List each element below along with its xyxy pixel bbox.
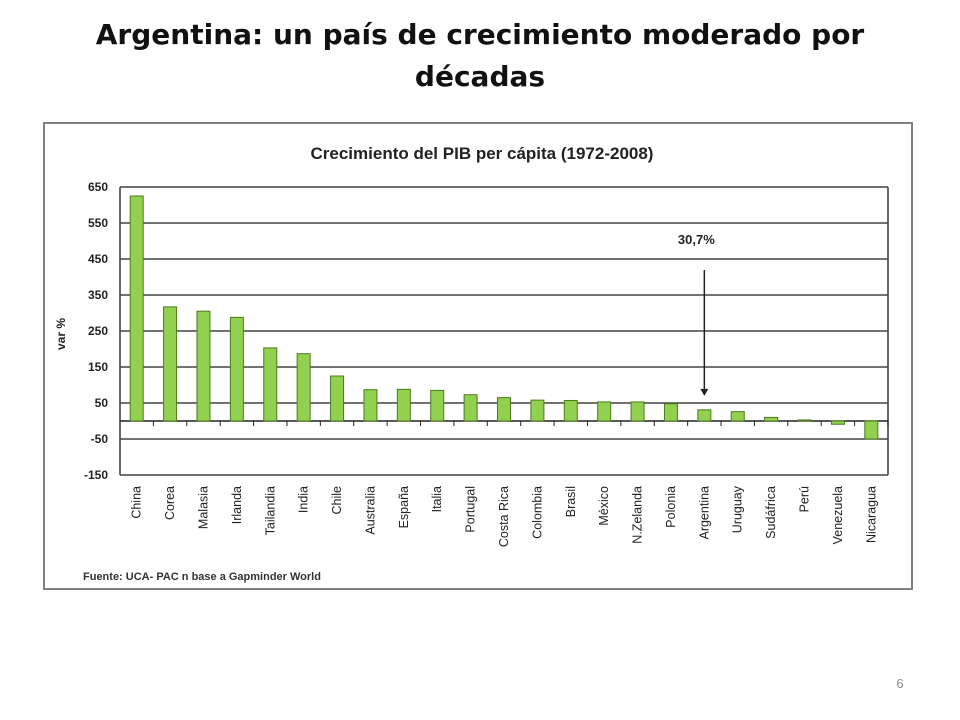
x-tick-label: Uruguay	[731, 485, 745, 533]
x-tick-label: Australia	[363, 486, 377, 535]
bar-tailandia	[263, 347, 278, 422]
x-tick-label: Polonia	[664, 486, 678, 528]
annotation-arrowhead	[700, 388, 709, 396]
y-tick-label: 450	[88, 252, 108, 266]
annotation-label: 30,7%	[678, 232, 715, 247]
slide-title: Argentina: un país de crecimiento modera…	[95, 18, 865, 93]
y-axis-label: var %	[54, 318, 68, 350]
bar-costa-rica	[497, 397, 511, 422]
x-tick-label: Argentina	[697, 486, 711, 540]
x-tick-label: Perú	[798, 486, 812, 512]
bar-china	[129, 195, 144, 422]
bar-portugal	[463, 394, 478, 422]
x-tick-label: Brasil	[564, 486, 578, 517]
bar-india	[296, 353, 311, 422]
y-tick-label: 50	[95, 396, 109, 410]
y-tick-labels: 650 550 450 350 250 150 50 -50 -150	[84, 180, 108, 482]
bar-per-	[797, 419, 812, 422]
y-tick-label: -150	[84, 468, 108, 482]
x-tick-label: España	[397, 486, 411, 528]
page-number: 6	[896, 676, 904, 691]
gridlines	[119, 186, 889, 476]
y-tick-label: 150	[88, 360, 108, 374]
chart-frame: Crecimiento del PIB per cápita (1972-200…	[43, 122, 913, 590]
source-note: Fuente: UCA- PAC n base a Gapminder Worl…	[83, 571, 321, 583]
bar-polonia	[663, 403, 678, 422]
x-tick-label: Venezuela	[831, 486, 845, 544]
y-tick-label: -50	[91, 432, 109, 446]
x-tick-labels: China Corea Malasia Irlanda Tailandia India Ch…	[130, 485, 879, 547]
x-tick-label: Malasia	[196, 486, 210, 529]
bar-n-zelanda	[630, 401, 645, 422]
bar-uruguay	[730, 411, 745, 422]
x-tick-label: China	[130, 486, 144, 519]
bar-nicaragua	[864, 420, 879, 440]
x-tick-label: Chile	[330, 486, 344, 515]
x-tick-label: India	[297, 486, 311, 513]
bar-malasia	[196, 310, 211, 422]
y-tick-label: 250	[88, 324, 108, 338]
bar-sud-frica	[764, 416, 779, 422]
x-tick-label: Costa Rica	[497, 486, 511, 547]
bar-m-xico	[597, 401, 612, 422]
x-tick-label: Tailandia	[263, 486, 277, 535]
y-tick-label: 550	[88, 216, 108, 230]
x-tick-label: México	[597, 486, 611, 526]
x-tick-label: N.Zelanda	[631, 486, 645, 544]
bar-corea	[163, 306, 178, 422]
bar-argentina	[697, 409, 712, 422]
annotation: 30,7%	[678, 232, 715, 396]
bar-espa-a	[396, 388, 411, 422]
x-tick-label: Italia	[430, 486, 444, 512]
bar-irlanda	[229, 316, 244, 422]
x-tick-label: Irlanda	[230, 486, 244, 524]
y-tick-label: 650	[88, 180, 108, 194]
x-tick-label: Portugal	[464, 486, 478, 533]
bar-brasil	[563, 399, 578, 422]
x-tick-label: Corea	[163, 486, 177, 520]
bar-chart: Crecimiento del PIB per cápita (1972-200…	[54, 144, 889, 583]
bar-australia	[363, 389, 378, 422]
x-tick-label: Colombia	[530, 486, 544, 539]
bar-colombia	[530, 399, 545, 422]
bars	[129, 195, 879, 440]
bar-venezuela	[830, 420, 845, 425]
x-tick-label: Nicaragua	[864, 486, 878, 543]
y-tick-label: 350	[88, 288, 108, 302]
bar-chile	[330, 375, 345, 422]
chart-title: Crecimiento del PIB per cápita (1972-200…	[311, 144, 654, 163]
x-tick-label: Sudáfrica	[764, 486, 778, 539]
bar-italia	[430, 389, 445, 422]
